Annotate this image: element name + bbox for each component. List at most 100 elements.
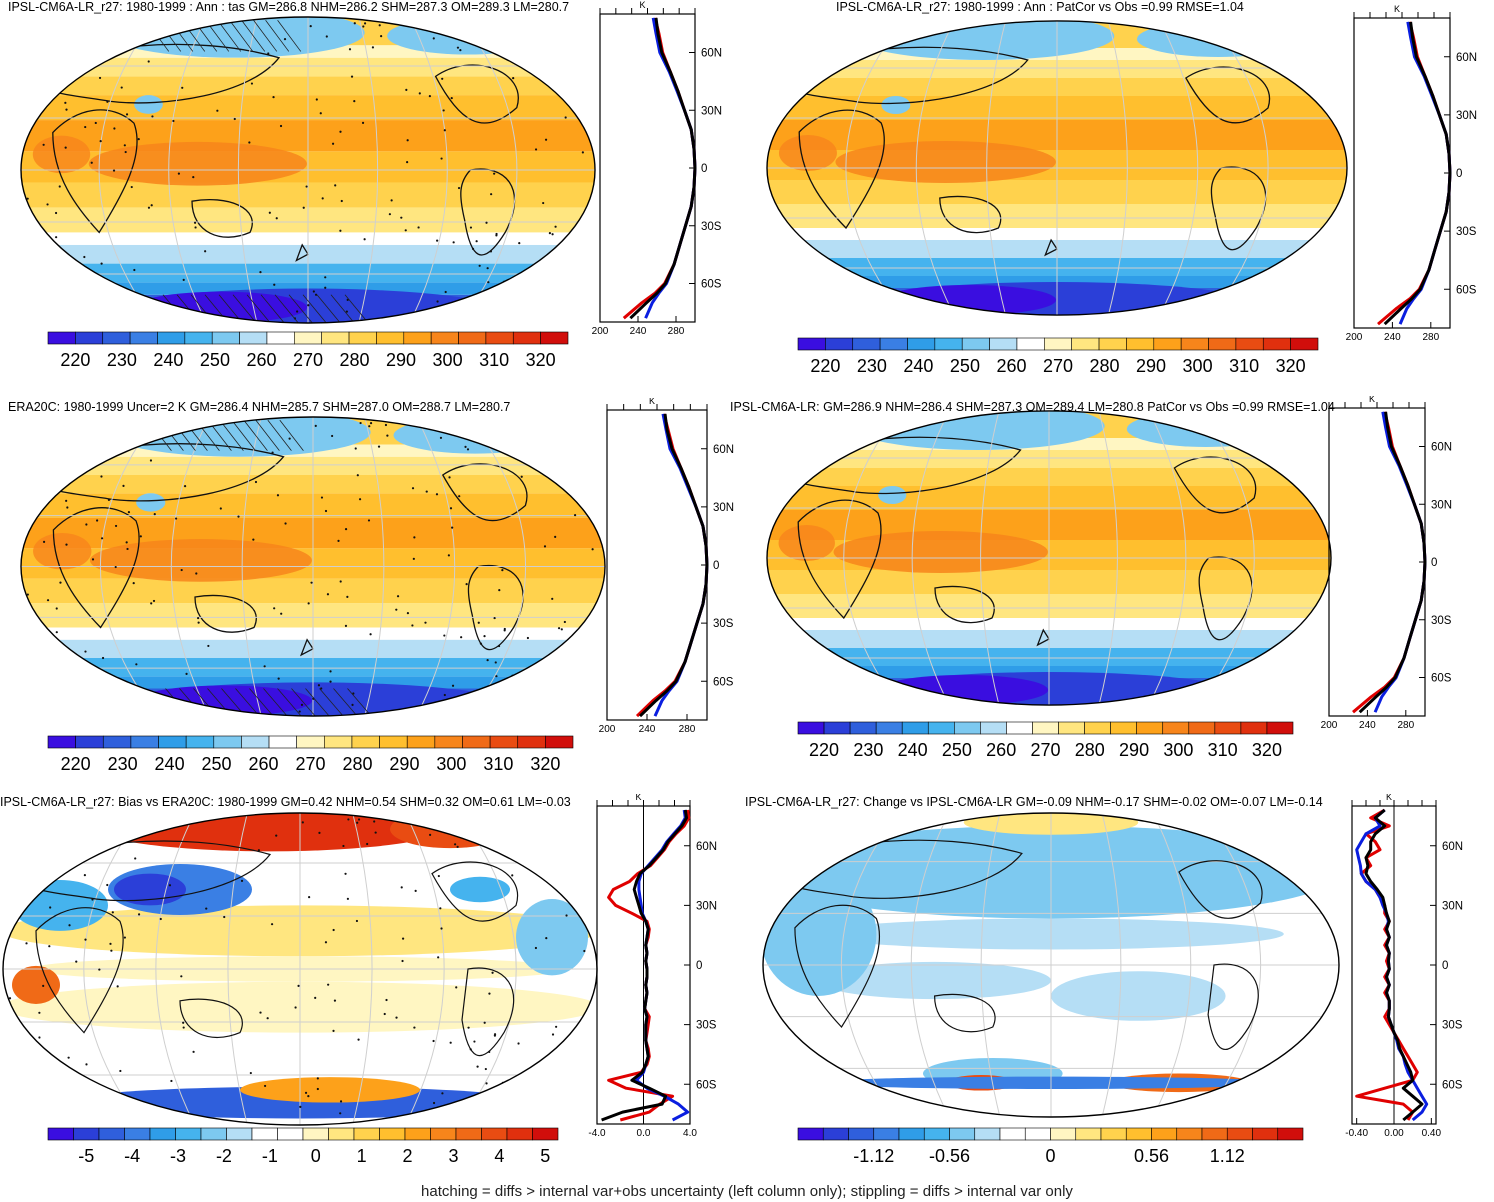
- profile-x-tick-label: 200: [1321, 720, 1338, 730]
- profile-unit-label: K: [649, 398, 655, 406]
- colorbar-swatch: [1235, 337, 1264, 351]
- profile-y-tick-label: 30N: [1431, 499, 1452, 511]
- colorbar-swatch: [1016, 337, 1045, 351]
- colorbar-swatch: [1125, 1127, 1152, 1141]
- colorbar-swatch: [430, 331, 459, 345]
- profile-y-tick-label: 30S: [1431, 615, 1452, 627]
- colorbar-tick-label: 260: [996, 356, 1026, 376]
- profile-y-tick-label: 30N: [713, 502, 734, 514]
- profile-y-tick-label: 0: [1442, 960, 1448, 972]
- colorbar-swatch: [901, 721, 929, 735]
- colorbar-4: 220 230 240 250 260 270 280 290 300 310 320: [797, 721, 1294, 760]
- colorbar-swatch: [149, 1127, 176, 1141]
- colorbar-swatch: [879, 337, 908, 351]
- profile-unit-label: K: [1386, 794, 1392, 802]
- colorbar-swatch: [47, 1127, 74, 1141]
- profile-series-line-2: [601, 809, 688, 1122]
- map-coastline-5: [295, 243, 309, 262]
- profile-y-tick-label: 30N: [701, 105, 722, 117]
- colorbar-swatch: [157, 331, 186, 345]
- footer-note: hatching = diffs > internal var+obs unce…: [421, 1183, 1073, 1200]
- map-hatching: [147, 419, 372, 716]
- colorbar-swatch: [512, 331, 541, 345]
- map-coastline-2: [1178, 860, 1263, 919]
- colorbar-swatch: [302, 1127, 329, 1141]
- colorbar-tick-label: 220: [60, 350, 90, 370]
- colorbar-tick-label: 300: [1163, 740, 1193, 760]
- profile-y-tick-label: 30N: [1456, 110, 1477, 122]
- colorbar-tick-label: -1.12: [853, 1146, 894, 1166]
- map-greenland: [1244, 21, 1292, 63]
- map-anomaly-region: [12, 965, 60, 1004]
- profile-series-line-0: [607, 809, 691, 1122]
- colorbar-tick-label: 290: [389, 754, 419, 774]
- map-coastline-3: [1198, 556, 1253, 641]
- profile-y-tick-label: 0: [696, 960, 702, 972]
- colorbar-swatch: [353, 1127, 380, 1141]
- profile-series-line-2: [629, 17, 697, 320]
- panel-title-6: IPSL-CM6A-LR_r27: Change vs IPSL-CM6A-LR…: [745, 795, 1323, 809]
- colorbar-swatch: [268, 735, 297, 749]
- map-coastline-3: [461, 967, 515, 1057]
- profile-x-tick-label: 0.40: [1422, 1128, 1442, 1136]
- colorbar-swatch: [200, 1127, 227, 1141]
- colorbar-tick-label: 240: [153, 350, 183, 370]
- colorbar-swatch: [989, 337, 1018, 351]
- colorbar-swatch: [923, 1127, 950, 1141]
- colorbar-swatch: [545, 735, 574, 749]
- profile-y-tick-label: 60S: [1431, 673, 1452, 685]
- colorbar-swatch: [506, 1127, 533, 1141]
- map-anomaly-region: [390, 813, 510, 849]
- colorbar-swatch: [1100, 1127, 1127, 1141]
- colorbar-swatch: [823, 721, 851, 735]
- zonal-profile-4: K 60N 30N 0 30S 60S 200 240 280: [1321, 396, 1452, 730]
- map-tibet: [881, 96, 911, 114]
- colorbar-tick-label: 0.56: [1134, 1146, 1169, 1166]
- colorbar-tick-label: -3: [170, 1146, 186, 1166]
- colorbar-swatch: [489, 735, 519, 749]
- profile-x-tick-label: 0.0: [637, 1128, 651, 1136]
- map-change-cold: [763, 872, 877, 996]
- profile-y-tick-label: 60N: [696, 841, 717, 853]
- colorbar-swatch: [324, 735, 353, 749]
- map-panel-5: [2, 812, 598, 1126]
- colorbar-tick-label: 310: [483, 754, 513, 774]
- map-coastline-0: [52, 109, 138, 234]
- map-graticule: [766, 20, 1347, 316]
- colorbar-tick-label: 0: [1045, 1146, 1055, 1166]
- colorbar-swatch: [1180, 337, 1209, 351]
- zonal-profile-1: K 60N 30N 0 30S 60S 200 240 280: [592, 0, 722, 337]
- colorbar-tick-label: 320: [1252, 740, 1282, 760]
- map-anomaly-region: [818, 961, 1051, 1000]
- colorbar-swatch: [517, 735, 546, 749]
- colorbar-swatch: [1214, 721, 1242, 735]
- colorbar-tick-label: -2: [216, 1146, 232, 1166]
- map-anomaly-region: [1051, 971, 1226, 1021]
- profile-frame: [1328, 407, 1426, 717]
- colorbar-swatch: [797, 1127, 824, 1141]
- zonal-profile-5: K 60N 30N 0 30S 60S -4.0 0.0 4.0: [588, 794, 717, 1136]
- colorbar-swatch: [406, 735, 436, 749]
- colorbar-swatch: [251, 1127, 278, 1141]
- map-tibet: [136, 493, 166, 512]
- colorbar-tick-label: 320: [1276, 356, 1306, 376]
- colorbar-swatch: [1290, 337, 1319, 351]
- panel-title-4: IPSL-CM6A-LR: GM=286.9 NHM=286.4 SHM=287…: [730, 400, 1335, 414]
- colorbar-swatch: [379, 1127, 406, 1141]
- colorbar-tick-label: 240: [898, 740, 928, 760]
- map-greenland: [502, 417, 549, 460]
- colorbar-swatch: [825, 337, 854, 351]
- profile-series-line-0: [635, 413, 709, 718]
- profile-y-tick-label: 60S: [701, 279, 722, 291]
- colorbar-swatch: [1151, 1127, 1178, 1141]
- map-tibet: [134, 95, 163, 114]
- colorbar-swatch: [75, 735, 104, 749]
- colorbar-swatch: [1058, 721, 1085, 735]
- profile-y-tick-label: 30N: [696, 900, 717, 912]
- colorbar-swatch: [184, 331, 213, 345]
- profile-y-tick-label: 60S: [696, 1079, 717, 1091]
- colorbar-1: 220 230 240 250 260 270 280 290 300 310 320: [47, 331, 569, 370]
- colorbar-swatch: [47, 331, 76, 345]
- map-anomaly-region: [516, 899, 588, 976]
- map-coastline-3: [1210, 166, 1267, 251]
